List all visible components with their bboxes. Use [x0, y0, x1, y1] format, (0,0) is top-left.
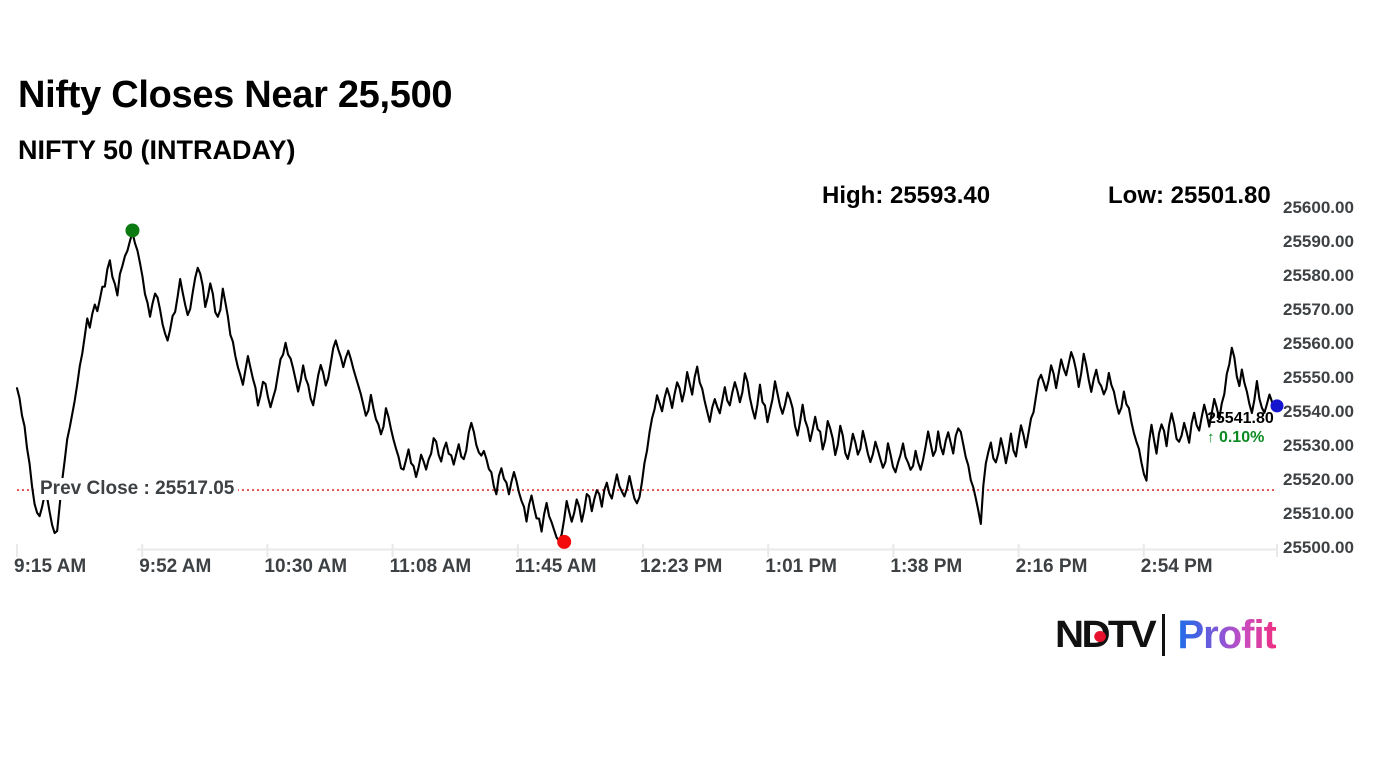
y-tick-label: 25580.00 [1283, 266, 1354, 285]
y-tick-label: 25530.00 [1283, 436, 1354, 455]
y-tick-label: 25510.00 [1283, 504, 1354, 523]
x-tick-label: 9:15 AM [14, 556, 87, 577]
x-axis-labels: 9:15 AM 9:52 AM 10:30 AM 11:08 AM 11:45 AM 12… [0, 556, 1382, 586]
y-tick-label: 25550.00 [1283, 368, 1354, 387]
logo-divider [1162, 614, 1166, 656]
x-tick-label: 12:23 PM [640, 556, 723, 577]
up-arrow-icon: ↑ [1207, 429, 1215, 446]
ndtv-wordmark: NDTV [1055, 614, 1157, 657]
y-tick-label: 25560.00 [1283, 334, 1354, 353]
last-price-label: 25541.80 [1207, 410, 1274, 427]
ndtv-profit-logo: NDTV Profit [1055, 612, 1277, 658]
x-tick-label: 10:30 AM [264, 556, 348, 577]
y-tick-label: 25500.00 [1283, 538, 1354, 557]
x-tick-label: 11:08 AM [389, 556, 472, 577]
low-stat: Low: 25501.80 [1108, 182, 1271, 209]
y-tick-label: 25570.00 [1283, 300, 1354, 319]
x-tick-label: 2:16 PM [1015, 556, 1088, 577]
high-marker [125, 223, 140, 238]
x-tick-label: 9:52 AM [139, 556, 212, 577]
y-tick-label: 25540.00 [1283, 402, 1354, 421]
last-marker [1270, 399, 1284, 413]
x-tick-label: 2:54 PM [1140, 556, 1213, 577]
last-change-value: 0.10% [1218, 429, 1265, 446]
y-tick-label: 25590.00 [1283, 232, 1354, 251]
low-marker [557, 534, 572, 549]
y-tick-label: 25600.00 [1283, 198, 1354, 217]
y-axis-labels: 25600.00 25590.00 25580.00 25570.00 25560.00… [1283, 195, 1382, 560]
last-change-label: ↑ 0.10% [1207, 429, 1264, 447]
prev-close-label: Prev Close : 25517.05 [36, 478, 239, 500]
ndtv-red-dot-icon [1094, 630, 1106, 642]
x-tick-label: 1:38 PM [890, 556, 963, 577]
page-title: Nifty Closes Near 25,500 [18, 74, 453, 116]
chart-subtitle: NIFTY 50 (INTRADAY) [18, 135, 296, 165]
y-tick-label: 25520.00 [1283, 470, 1354, 489]
high-stat: High: 25593.40 [822, 182, 991, 209]
price-chart-plot [0, 195, 1382, 560]
profit-wordmark: Profit [1177, 612, 1276, 657]
price-line [15, 231, 1279, 542]
x-tick-label: 11:45 AM [514, 556, 597, 577]
x-tick-label: 1:01 PM [765, 556, 837, 577]
